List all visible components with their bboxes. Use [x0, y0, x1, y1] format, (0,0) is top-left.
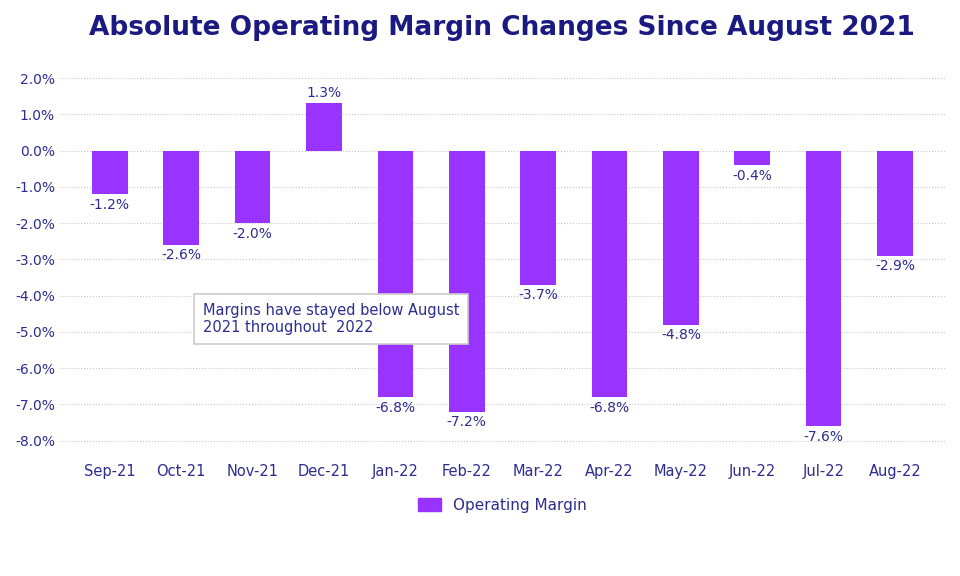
Text: -3.7%: -3.7%	[518, 289, 558, 302]
Bar	[235, 150, 271, 223]
Bar	[520, 150, 556, 285]
Bar	[663, 150, 699, 325]
Title: Absolute Operating Margin Changes Since August 2021: Absolute Operating Margin Changes Since …	[89, 15, 916, 41]
Bar	[306, 104, 342, 150]
Bar	[734, 150, 770, 165]
Text: Margins have stayed below August
2021 throughout  2022: Margins have stayed below August 2021 th…	[203, 303, 459, 335]
Bar	[449, 150, 485, 412]
Text: -1.2%: -1.2%	[90, 198, 130, 212]
Bar	[163, 150, 199, 245]
Text: -7.6%: -7.6%	[804, 430, 844, 444]
Bar	[591, 150, 627, 397]
Text: 1.3%: 1.3%	[306, 86, 342, 100]
Text: -0.4%: -0.4%	[732, 169, 772, 183]
Text: -6.8%: -6.8%	[589, 401, 630, 415]
Text: -2.9%: -2.9%	[875, 259, 915, 274]
Text: -6.8%: -6.8%	[375, 401, 416, 415]
Text: -2.6%: -2.6%	[161, 248, 202, 263]
Text: -4.8%: -4.8%	[660, 328, 701, 342]
Bar	[377, 150, 413, 397]
Legend: Operating Margin: Operating Margin	[412, 491, 593, 519]
Text: -7.2%: -7.2%	[446, 415, 487, 429]
Bar	[805, 150, 842, 426]
Bar	[92, 150, 128, 194]
Bar	[877, 150, 913, 256]
Text: -2.0%: -2.0%	[232, 227, 273, 241]
